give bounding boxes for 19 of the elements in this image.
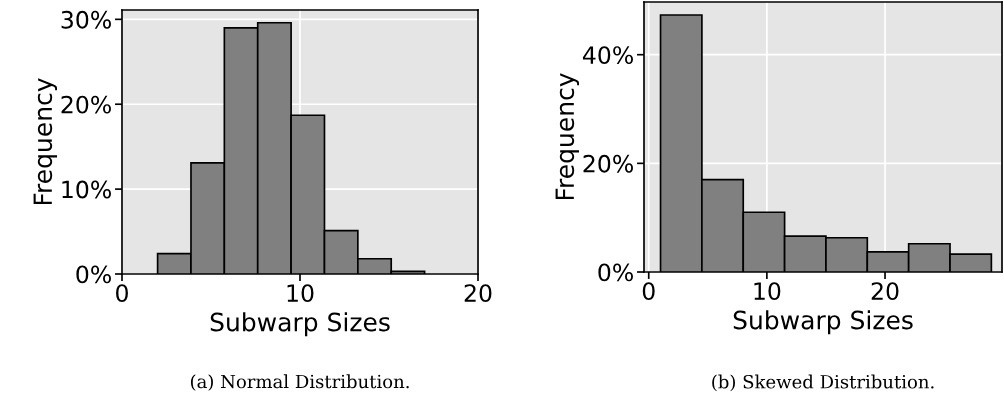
- x-tick-label: 0: [116, 284, 128, 302]
- y-tick-label: 0%: [598, 263, 633, 282]
- y-tick-label: 30%: [61, 10, 111, 29]
- y-axis-title: Frequency: [555, 73, 580, 200]
- y-tick-label: 0%: [76, 265, 111, 284]
- x-tick-label: 0: [642, 282, 655, 300]
- x-axis-title: Subwarp Sizes: [210, 312, 390, 337]
- y-axis-title: Frequency: [33, 78, 58, 205]
- text: (b) Skewed Distribution.: [712, 374, 934, 392]
- y-tick-label: 40%: [582, 46, 633, 64]
- x-tick-label: 10: [287, 284, 314, 302]
- y-tick-label: 20%: [583, 154, 633, 173]
- x-tick-label: 20: [871, 282, 899, 300]
- text: (a) Normal Distribution.: [190, 374, 409, 391]
- x-axis-title: Subwarp Sizes: [733, 310, 913, 335]
- x-tick-label: 10: [754, 282, 781, 300]
- y-tick-label: 10%: [62, 180, 111, 199]
- x-tick-label: 20: [464, 284, 492, 302]
- y-tick-label: 20%: [61, 95, 111, 114]
